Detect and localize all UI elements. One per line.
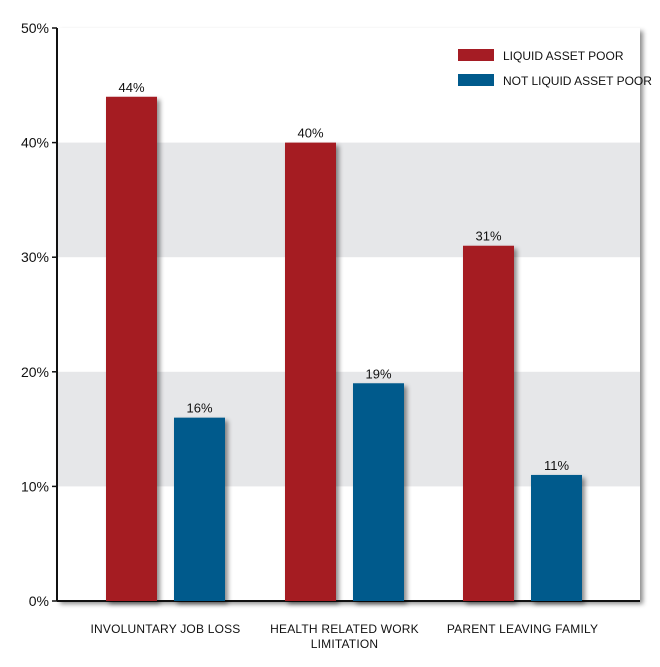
y-tick-label: 0% [29, 593, 49, 609]
data-label: 11% [544, 458, 569, 473]
category-label: INVOLUNTARY JOB LOSS [90, 622, 240, 636]
bar [463, 245, 514, 602]
legend-swatch [458, 49, 494, 61]
legend-label: NOT LIQUID ASSET POOR [503, 74, 652, 88]
data-label: 31% [475, 229, 501, 244]
y-tick-label: 30% [21, 249, 49, 265]
data-label: 44% [118, 80, 144, 95]
data-label: 16% [186, 401, 212, 416]
category-label: HEALTH RELATED WORK [270, 622, 419, 636]
legend-label: LIQUID ASSET POOR [503, 49, 624, 63]
y-tick-label: 40% [21, 135, 49, 151]
bar [531, 474, 582, 601]
data-label: 19% [365, 366, 391, 381]
data-label: 40% [297, 126, 323, 141]
category-label: LIMITATION [311, 637, 379, 651]
y-tick-label: 20% [21, 364, 49, 380]
y-tick-label: 50% [21, 20, 49, 36]
bar [285, 142, 336, 601]
bar [353, 383, 404, 601]
bar [174, 417, 225, 601]
category-label: PARENT LEAVING FAMILY [447, 622, 598, 636]
bar [106, 96, 157, 601]
legend-swatch [458, 74, 494, 86]
y-tick-label: 10% [21, 478, 49, 494]
